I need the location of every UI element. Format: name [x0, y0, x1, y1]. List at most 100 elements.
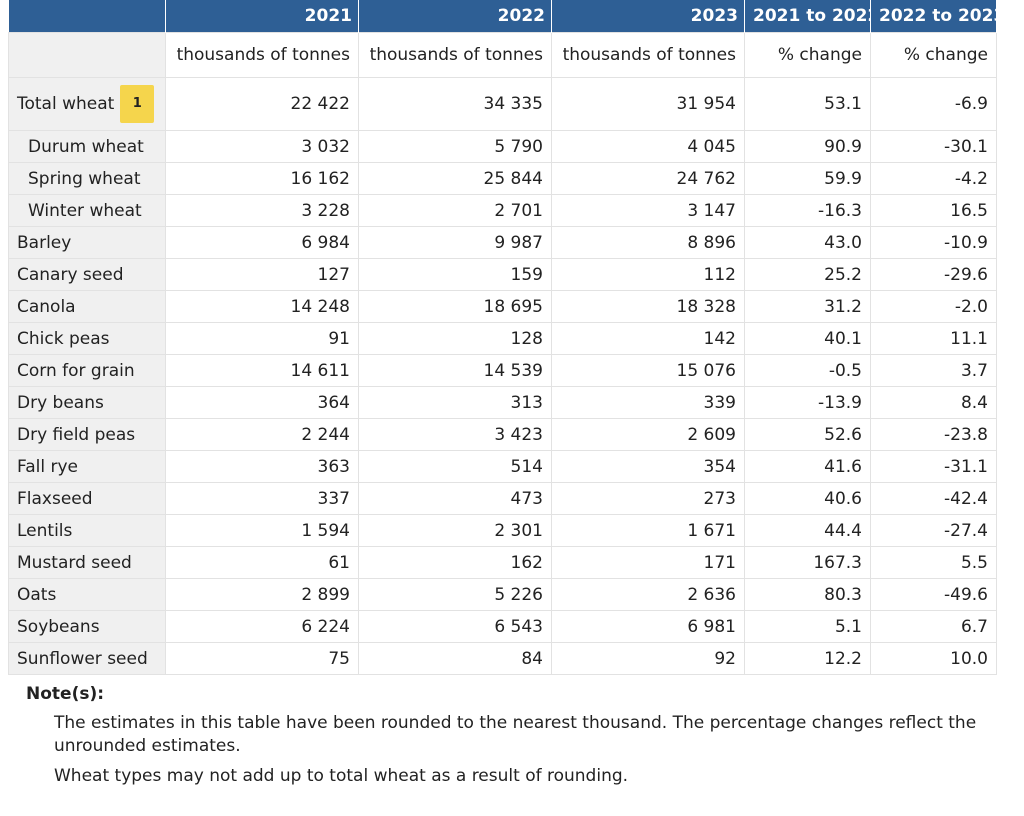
table-row: Canary seed 127 159 112 25.2 -29.6 — [8, 258, 997, 291]
table-cell: 5 226 — [358, 578, 552, 611]
table-cell: 3 228 — [165, 194, 359, 227]
unit-label: thousands of tonnes — [551, 32, 745, 78]
column-header: 2023 — [551, 0, 745, 33]
table-cell: 84 — [358, 642, 552, 675]
table-cell: -0.5 — [744, 354, 871, 387]
table-cell: 40.1 — [744, 322, 871, 355]
row-header: Winter wheat — [8, 194, 166, 227]
table-cell: 31.2 — [744, 290, 871, 323]
table-cell: 92 — [551, 642, 745, 675]
table-cell: 128 — [358, 322, 552, 355]
table-cell: 80.3 — [744, 578, 871, 611]
table-cell: 5.1 — [744, 610, 871, 643]
table-cell: 52.6 — [744, 418, 871, 451]
table-cell: 6 543 — [358, 610, 552, 643]
footnote-marker: 1 — [120, 85, 155, 123]
table-cell: 34 335 — [358, 77, 552, 131]
table-row: Soybeans 6 224 6 543 6 981 5.1 6.7 — [8, 610, 997, 643]
table-row: Fall rye 363 514 354 41.6 -31.1 — [8, 450, 997, 483]
row-label: Canola — [17, 296, 76, 317]
table-cell: 25.2 — [744, 258, 871, 291]
table-cell: 11.1 — [870, 322, 997, 355]
row-header: Flaxseed — [8, 482, 166, 515]
table-cell: 6 984 — [165, 226, 359, 259]
row-header: Durum wheat — [8, 130, 166, 163]
table-cell: 2 301 — [358, 514, 552, 547]
table-row: Canola 14 248 18 695 18 328 31.2 -2.0 — [8, 290, 997, 323]
table-cell: 43.0 — [744, 226, 871, 259]
table-cell: 14 248 — [165, 290, 359, 323]
table-cell: 91 — [165, 322, 359, 355]
row-label: Canary seed — [17, 264, 124, 285]
header-row: 2021 2022 2023 2021 to 2022 2022 to 2023 — [8, 0, 997, 33]
table-cell: 2 636 — [551, 578, 745, 611]
table-cell: 18 695 — [358, 290, 552, 323]
table-cell: 15 076 — [551, 354, 745, 387]
table-cell: 61 — [165, 546, 359, 579]
row-header: Sunflower seed — [8, 642, 166, 675]
table-cell: 40.6 — [744, 482, 871, 515]
table-cell: 6 981 — [551, 610, 745, 643]
unit-label: thousands of tonnes — [358, 32, 552, 78]
table-cell: 167.3 — [744, 546, 871, 579]
note-line: The estimates in this table have been ro… — [54, 713, 977, 756]
table-body: Total wheat 1 22 422 34 335 31 954 53.1 -6.9 Du… — [8, 77, 997, 675]
table-cell: 4 045 — [551, 130, 745, 163]
table-head: 2021 2022 2023 2021 to 2022 2022 to 2023 tho… — [8, 0, 997, 78]
table-cell: -27.4 — [870, 514, 997, 547]
table-cell: 3 423 — [358, 418, 552, 451]
table-cell: 313 — [358, 386, 552, 419]
table-cell: -4.2 — [870, 162, 997, 195]
column-header — [8, 0, 166, 33]
table-cell: 44.4 — [744, 514, 871, 547]
row-header: Barley — [8, 226, 166, 259]
table-cell: 5.5 — [870, 546, 997, 579]
notes-title: Note(s): — [26, 684, 105, 704]
row-label: Corn for grain — [17, 360, 135, 381]
table-cell: 8.4 — [870, 386, 997, 419]
units-row: thousands of tonnes thousands of tonnes th… — [8, 32, 997, 78]
column-header: 2022 to 2023 — [870, 0, 997, 33]
table-cell: 53.1 — [744, 77, 871, 131]
table-row: Mustard seed 61 162 171 167.3 5.5 — [8, 546, 997, 579]
row-label: Durum wheat — [28, 136, 144, 157]
row-header: Dry field peas — [8, 418, 166, 451]
row-label: Total wheat — [17, 94, 115, 114]
table-cell: 10.0 — [870, 642, 997, 675]
table-row: Oats 2 899 5 226 2 636 80.3 -49.6 — [8, 578, 997, 611]
table-container: 2021 2022 2023 2021 to 2022 2022 to 2023 tho… — [8, 0, 997, 675]
table-cell: 339 — [551, 386, 745, 419]
table-cell: 16.5 — [870, 194, 997, 227]
column-header: 2021 to 2022 — [744, 0, 871, 33]
column-header: 2022 — [358, 0, 552, 33]
table-row: Total wheat 1 22 422 34 335 31 954 53.1 -6.9 — [8, 77, 997, 131]
table-cell: 354 — [551, 450, 745, 483]
row-header: Canola — [8, 290, 166, 323]
row-label: Lentils — [17, 520, 73, 541]
table-cell: 59.9 — [744, 162, 871, 195]
table-row: Barley 6 984 9 987 8 896 43.0 -10.9 — [8, 226, 997, 259]
table-cell: -42.4 — [870, 482, 997, 515]
row-header: Mustard seed — [8, 546, 166, 579]
row-label: Dry beans — [17, 392, 104, 413]
table-row: Flaxseed 337 473 273 40.6 -42.4 — [8, 482, 997, 515]
table-cell: -13.9 — [744, 386, 871, 419]
table-cell: -6.9 — [870, 77, 997, 131]
table-row: Chick peas 91 128 142 40.1 11.1 — [8, 322, 997, 355]
row-label: Winter wheat — [28, 200, 142, 221]
table-cell: 24 762 — [551, 162, 745, 195]
row-label: Mustard seed — [17, 552, 132, 573]
table-cell: -23.8 — [870, 418, 997, 451]
row-header: Total wheat 1 — [8, 77, 166, 131]
notes-lines: The estimates in this table have been ro… — [26, 712, 994, 788]
table-cell: 2 899 — [165, 578, 359, 611]
table-cell: -31.1 — [870, 450, 997, 483]
data-table: 2021 2022 2023 2021 to 2022 2022 to 2023 tho… — [8, 0, 997, 675]
unit-label: thousands of tonnes — [165, 32, 359, 78]
row-header: Fall rye — [8, 450, 166, 483]
table-cell: 90.9 — [744, 130, 871, 163]
table-cell: 142 — [551, 322, 745, 355]
table-cell: -16.3 — [744, 194, 871, 227]
row-header: Soybeans — [8, 610, 166, 643]
table-cell: 9 987 — [358, 226, 552, 259]
